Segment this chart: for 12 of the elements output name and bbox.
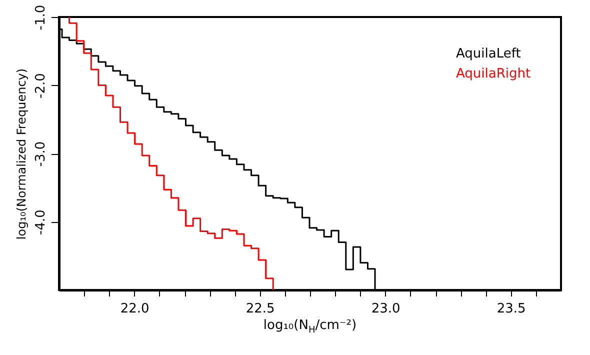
x-tick-label: 22.0 [120,302,150,316]
y-axis-title: log₁₀(Normalized Frequency) [14,68,28,240]
text: AquilaRight [456,66,531,82]
text: AquilaLeft [456,46,521,62]
x-tick-label: 23.5 [496,302,526,316]
x-tick-label: 23.0 [371,302,400,316]
y-tick-label: -1.0 [34,4,48,30]
x-tick-label: 22.5 [246,302,275,316]
x-axis-title: log₁₀(N$_{H}$/cm⁻²) [262,318,358,336]
y-tick-label: -4.0 [34,210,48,235]
y-tick-label: -3.0 [34,141,48,167]
y-tick-label: -2.0 [34,73,48,98]
